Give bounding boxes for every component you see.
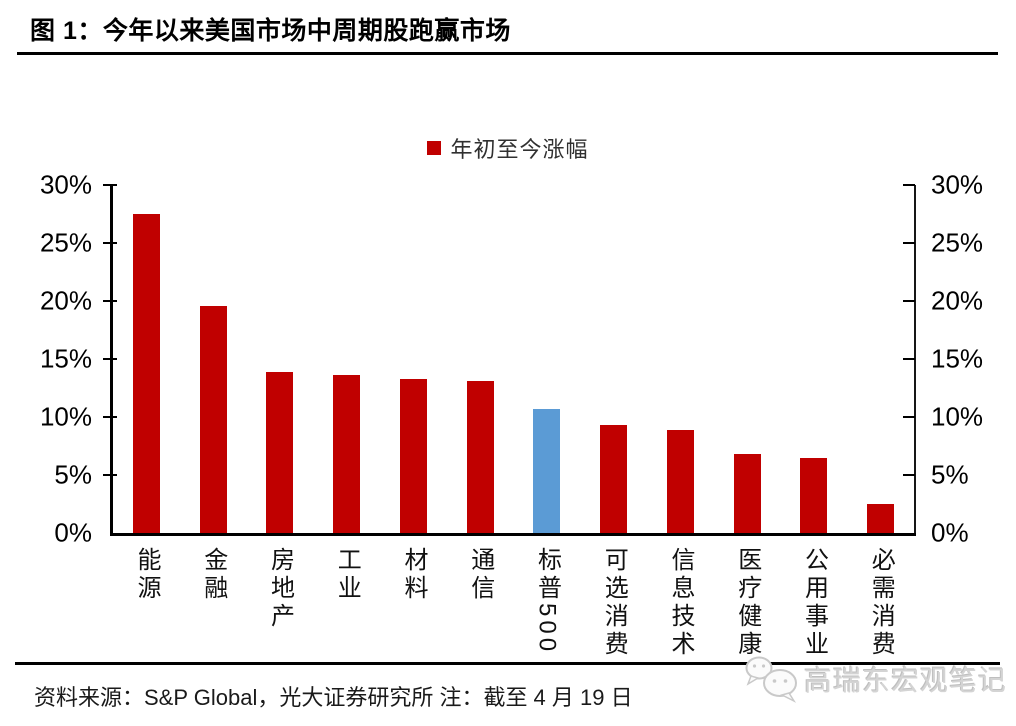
y-label-right-10%: 10% [931, 401, 984, 432]
x-label-能源: 能源 [132, 547, 160, 603]
figure-title: 图 1：今年以来美国市场中周期股跑赢市场 [30, 17, 511, 45]
y-tick-left-25% [103, 242, 117, 244]
bar-工业 [333, 375, 361, 533]
y-tick-left-10% [103, 416, 117, 418]
x-label-公用事业: 公用事业 [800, 547, 828, 659]
source-note: 资料来源：S&P Global，光大证券研究所 注：截至 4 月 19 日 [34, 685, 633, 710]
y-label-left-30%: 30% [39, 169, 92, 200]
bar-医疗健康 [733, 454, 761, 533]
watermark-text: 高瑞东宏观笔记 [804, 665, 1008, 696]
y-axis-right-line [914, 185, 916, 536]
y-label-right-30%: 30% [931, 169, 984, 200]
x-label-房地产: 房地产 [266, 547, 294, 631]
bar-可选消费 [600, 425, 628, 533]
y-label-left-15%: 15% [39, 343, 92, 374]
y-label-left-5%: 5% [54, 459, 92, 490]
x-label-标普500: 标普500 [533, 547, 561, 656]
y-tick-right-25% [903, 242, 915, 244]
y-label-right-20%: 20% [931, 285, 984, 316]
x-label-可选消费: 可选消费 [600, 547, 628, 659]
x-axis-labels: 能源 金融 房地产 工业 材料 通信 标普500 可选消费 信息技术 医疗健康 公用事业 必需消费 [113, 547, 914, 667]
bar-材料 [399, 378, 427, 533]
y-axis-left-line [110, 185, 113, 536]
y-label-right-15%: 15% [931, 343, 984, 374]
x-label-金融: 金融 [199, 547, 227, 603]
bar-金融 [199, 305, 227, 533]
y-label-left-0%: 0% [54, 517, 92, 548]
y-label-left-20%: 20% [39, 285, 92, 316]
y-tick-left-5% [103, 474, 117, 476]
bottom-rule [15, 662, 1000, 665]
y-label-right-5%: 5% [931, 459, 969, 490]
y-tick-right-10% [903, 416, 915, 418]
y-tick-left-30% [103, 184, 117, 186]
x-label-工业: 工业 [333, 547, 361, 603]
y-tick-left-15% [103, 358, 117, 360]
bar-必需消费 [867, 504, 895, 533]
y-tick-right-15% [903, 358, 915, 360]
y-label-left-25%: 25% [39, 227, 92, 258]
x-label-信息技术: 信息技术 [666, 547, 694, 659]
y-tick-left-20% [103, 300, 117, 302]
plot-area [113, 185, 914, 533]
legend-marker [427, 141, 442, 155]
y-tick-right-30% [903, 184, 915, 186]
chart-legend: 年初至今涨幅 [0, 132, 1016, 164]
y-label-right-0%: 0% [931, 517, 969, 548]
legend-label: 年初至今涨幅 [450, 137, 589, 162]
y-label-left-10%: 10% [39, 401, 92, 432]
watermark: 高瑞东宏观笔记 [744, 655, 1007, 703]
bar-公用事业 [800, 457, 828, 533]
bar-房地产 [266, 371, 294, 533]
x-label-医疗健康: 医疗健康 [733, 547, 761, 659]
bar-能源 [132, 214, 160, 533]
wechat-icon [745, 656, 797, 703]
x-label-必需消费: 必需消费 [867, 547, 895, 659]
x-axis-line [110, 533, 916, 536]
bar-标普500 [533, 408, 561, 533]
x-label-通信: 通信 [466, 547, 494, 603]
y-tick-right-5% [903, 474, 915, 476]
title-rule [17, 52, 998, 55]
bar-信息技术 [666, 429, 694, 533]
bar-通信 [466, 381, 494, 533]
y-tick-right-20% [903, 300, 915, 302]
y-label-right-25%: 25% [931, 227, 984, 258]
x-label-材料: 材料 [399, 547, 427, 603]
